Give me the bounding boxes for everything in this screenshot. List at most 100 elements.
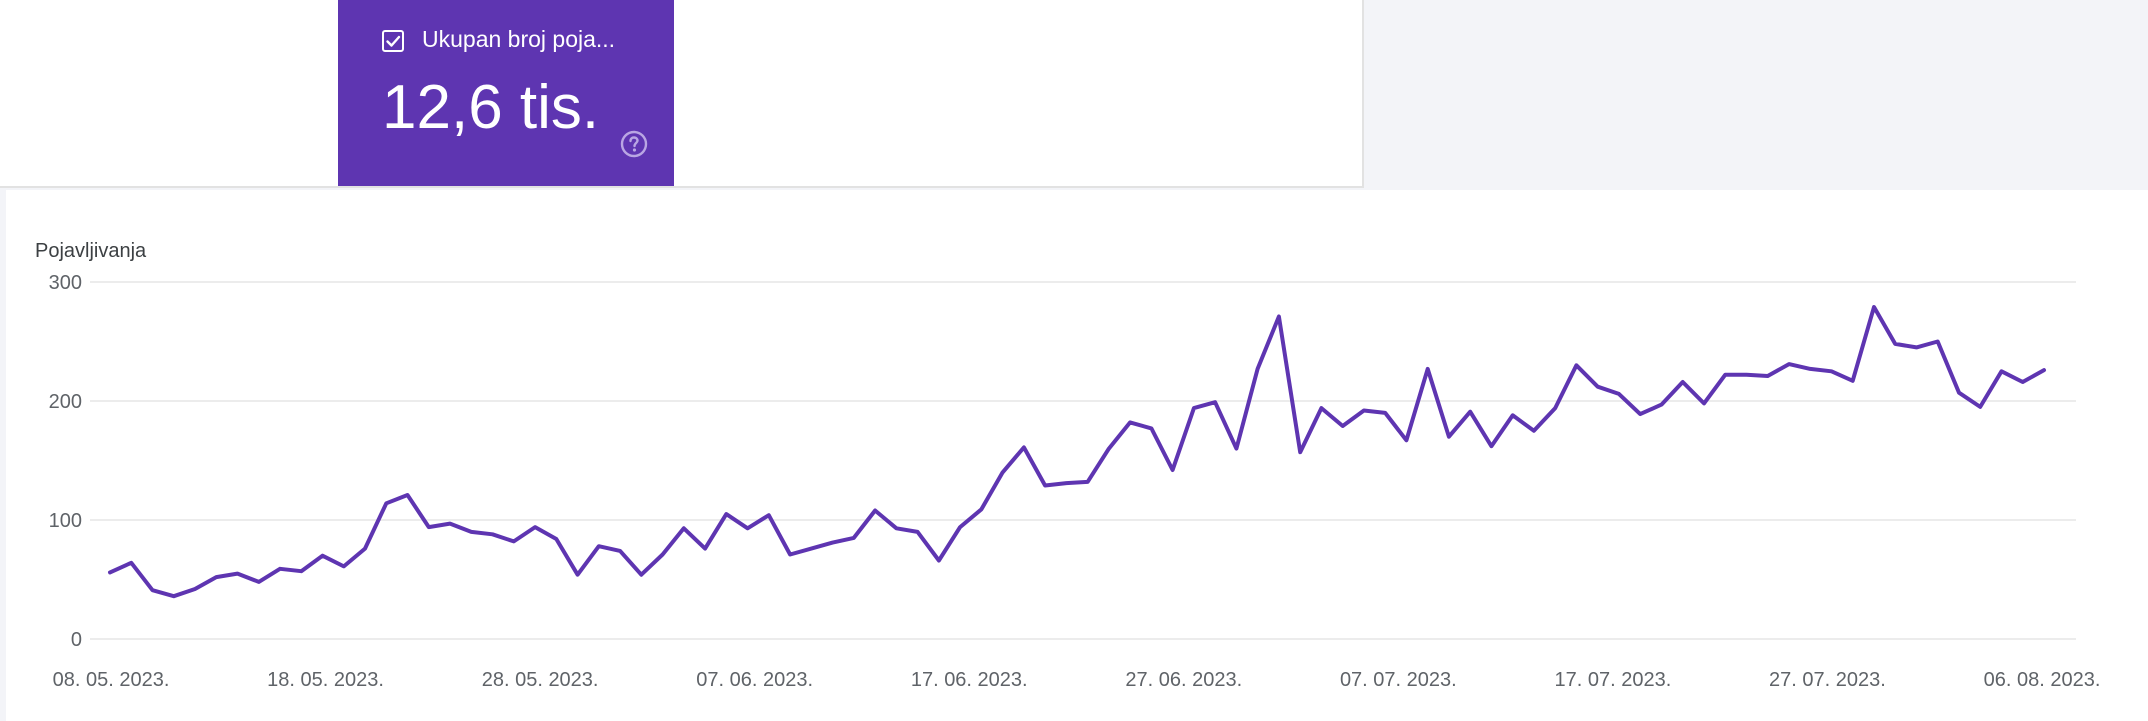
data-point[interactable] — [1889, 338, 1901, 350]
data-point[interactable] — [1847, 375, 1859, 387]
data-point[interactable] — [1209, 396, 1221, 408]
data-point[interactable] — [317, 550, 329, 562]
data-point[interactable] — [1103, 443, 1115, 455]
data-point[interactable] — [125, 557, 137, 569]
x-tick-label: 17. 06. 2023. — [911, 669, 1028, 691]
data-point[interactable] — [423, 521, 435, 533]
data-point[interactable] — [1507, 409, 1519, 421]
data-point[interactable] — [168, 590, 180, 602]
data-point[interactable] — [1358, 405, 1370, 417]
data-point[interactable] — [1443, 431, 1455, 443]
data-point[interactable] — [1762, 370, 1774, 382]
data-point[interactable] — [1741, 369, 1753, 381]
data-point[interactable] — [678, 522, 690, 534]
data-point[interactable] — [1996, 365, 2008, 377]
data-point[interactable] — [338, 560, 350, 572]
data-point[interactable] — [402, 489, 414, 501]
data-point[interactable] — [1039, 480, 1051, 492]
data-point[interactable] — [912, 526, 924, 538]
data-point[interactable] — [657, 549, 669, 561]
checkbox-checked-icon[interactable] — [382, 30, 404, 52]
data-point[interactable] — [465, 526, 477, 538]
data-point[interactable] — [1932, 336, 1944, 348]
data-point[interactable] — [1974, 401, 1986, 413]
data-point[interactable] — [763, 509, 775, 521]
metrics-panel — [0, 0, 1364, 188]
data-point[interactable] — [1826, 365, 1838, 377]
data-point[interactable] — [1337, 420, 1349, 432]
data-point[interactable] — [954, 521, 966, 533]
data-point[interactable] — [253, 576, 265, 588]
total-impressions-card[interactable]: Ukupan broj poja... 12,6 tis. — [338, 0, 674, 186]
data-point[interactable] — [295, 565, 307, 577]
data-point[interactable] — [1230, 443, 1242, 455]
data-point[interactable] — [869, 505, 881, 517]
data-point[interactable] — [1485, 440, 1497, 452]
data-point[interactable] — [508, 535, 520, 547]
data-point[interactable] — [1018, 441, 1030, 453]
data-point[interactable] — [444, 518, 456, 530]
data-point[interactable] — [572, 569, 584, 581]
data-point[interactable] — [550, 533, 562, 545]
data-point[interactable] — [1804, 363, 1816, 375]
data-point[interactable] — [614, 545, 626, 557]
data-point[interactable] — [1188, 402, 1200, 414]
data-point[interactable] — [1719, 369, 1731, 381]
data-point[interactable] — [1656, 399, 1668, 411]
data-point[interactable] — [1464, 406, 1476, 418]
data-point[interactable] — [1783, 358, 1795, 370]
data-point[interactable] — [1422, 363, 1434, 375]
data-point[interactable] — [933, 555, 945, 567]
data-point[interactable] — [529, 521, 541, 533]
data-point[interactable] — [274, 563, 286, 575]
data-point[interactable] — [487, 528, 499, 540]
data-point[interactable] — [1953, 387, 1965, 399]
data-point[interactable] — [1677, 376, 1689, 388]
data-point[interactable] — [784, 549, 796, 561]
x-tick-label: 07. 06. 2023. — [696, 669, 813, 691]
data-point[interactable] — [1145, 422, 1157, 434]
metric-value: 12,6 tis. — [382, 73, 600, 142]
data-point[interactable] — [890, 522, 902, 534]
data-point[interactable] — [848, 532, 860, 544]
data-point[interactable] — [1613, 388, 1625, 400]
data-point[interactable] — [232, 568, 244, 580]
data-point[interactable] — [2017, 376, 2029, 388]
data-point[interactable] — [1592, 381, 1604, 393]
data-point[interactable] — [210, 571, 222, 583]
data-point[interactable] — [1315, 402, 1327, 414]
data-point[interactable] — [1634, 408, 1646, 420]
performance-chart: Pojavljivanja 0 100 200 300 08. 05. 2023. 18… — [6, 190, 2148, 721]
data-point[interactable] — [805, 543, 817, 555]
data-point[interactable] — [1060, 477, 1072, 489]
data-point[interactable] — [380, 497, 392, 509]
data-point[interactable] — [593, 540, 605, 552]
data-point[interactable] — [189, 583, 201, 595]
data-point[interactable] — [104, 566, 116, 578]
data-point[interactable] — [1167, 464, 1179, 476]
data-point[interactable] — [1528, 425, 1540, 437]
data-point[interactable] — [1082, 476, 1094, 488]
data-point[interactable] — [1252, 363, 1264, 375]
data-point[interactable] — [1124, 416, 1136, 428]
data-point[interactable] — [1570, 359, 1582, 371]
data-point[interactable] — [2038, 364, 2050, 376]
data-point[interactable] — [975, 503, 987, 515]
data-point[interactable] — [359, 543, 371, 555]
data-point[interactable] — [997, 466, 1009, 478]
help-circle-icon[interactable] — [620, 130, 648, 158]
data-point[interactable] — [1379, 407, 1391, 419]
data-point[interactable] — [699, 543, 711, 555]
data-point[interactable] — [1400, 434, 1412, 446]
data-point[interactable] — [1868, 301, 1880, 313]
data-point[interactable] — [720, 508, 732, 520]
data-point[interactable] — [742, 522, 754, 534]
data-point[interactable] — [1549, 402, 1561, 414]
data-point[interactable] — [147, 584, 159, 596]
data-point[interactable] — [827, 537, 839, 549]
data-point[interactable] — [1294, 446, 1306, 458]
data-point[interactable] — [1273, 311, 1285, 323]
data-point[interactable] — [635, 569, 647, 581]
data-point[interactable] — [1911, 341, 1923, 353]
data-point[interactable] — [1698, 397, 1710, 409]
